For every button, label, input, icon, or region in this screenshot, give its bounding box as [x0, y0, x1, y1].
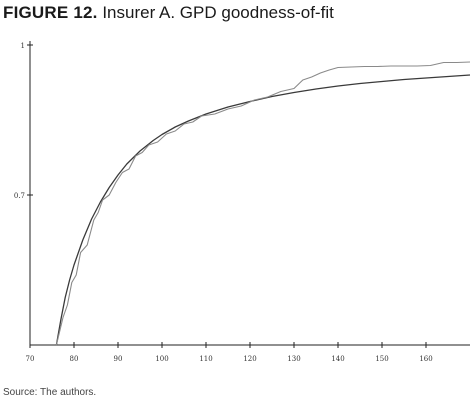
series-lines [55, 61, 471, 346]
x-tick-label-150: 150 [375, 355, 388, 363]
x-tick-label-110: 110 [199, 355, 212, 363]
x-tick-label-90: 90 [114, 355, 123, 363]
y-tick-label-1: 1 [21, 42, 25, 50]
tick-marks [27, 44, 427, 348]
x-tick-label-140: 140 [331, 355, 344, 363]
x-tick-label-120: 120 [243, 355, 256, 363]
chart-container: 70 80 90 100 110 120 130 140 150 160 0.7 1 [0, 36, 475, 376]
y-tick-label-0.7: 0.7 [14, 192, 25, 200]
figure-title: FIGURE 12. Insurer A. GPD goodness-of-fi… [3, 3, 334, 23]
x-tick-label-70: 70 [26, 355, 35, 363]
empirical-line [55, 61, 471, 346]
fitted-gpd-line [55, 74, 471, 346]
source-note: Source: The authors. [3, 387, 97, 398]
axes [29, 41, 470, 346]
figure-caption: Insurer A. GPD goodness-of-fit [102, 3, 334, 22]
x-tick-label-100: 100 [155, 355, 168, 363]
figure-label: FIGURE 12. [3, 3, 98, 22]
x-tick-label-80: 80 [70, 355, 79, 363]
tick-labels: 70 80 90 100 110 120 130 140 150 160 0.7 1 [14, 42, 433, 363]
gpd-fit-chart: 70 80 90 100 110 120 130 140 150 160 0.7 1 [14, 41, 471, 363]
x-tick-label-160: 160 [419, 355, 432, 363]
x-tick-label-130: 130 [287, 355, 300, 363]
